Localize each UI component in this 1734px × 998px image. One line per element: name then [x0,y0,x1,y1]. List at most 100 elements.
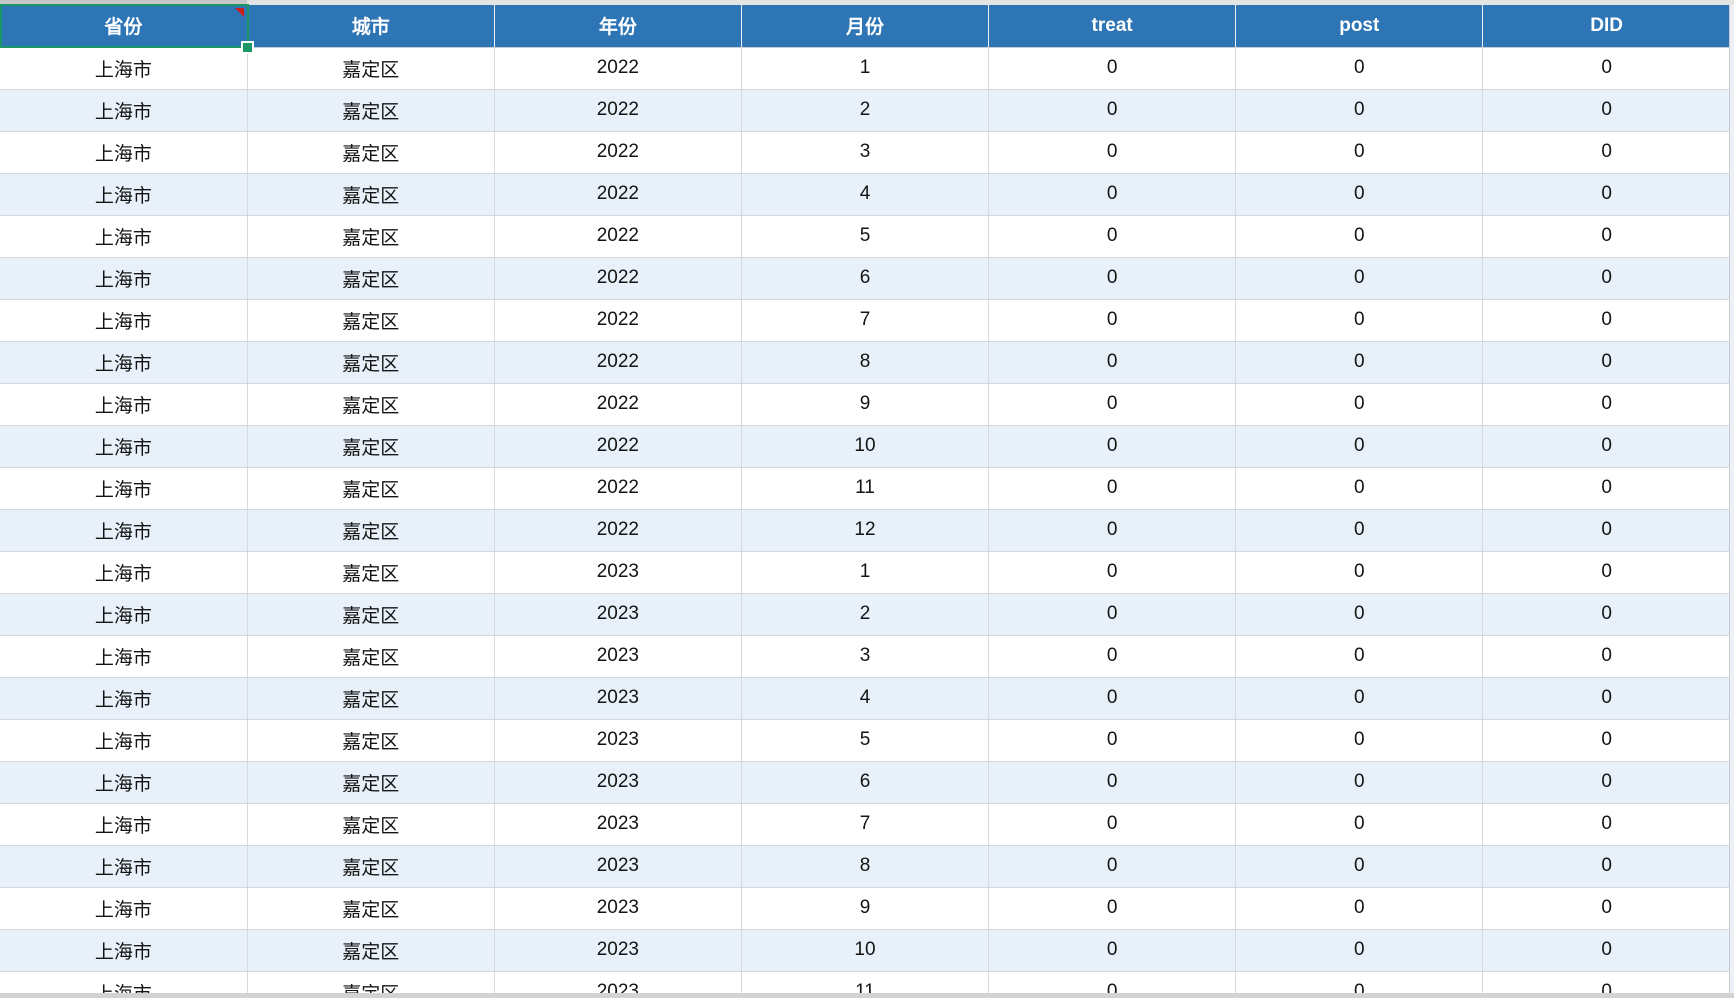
table-cell-did[interactable]: 0 [1482,131,1730,174]
table-cell-treat[interactable]: 0 [988,467,1237,510]
column-header-month[interactable]: 月份 [741,5,990,48]
table-cell-did[interactable]: 0 [1482,341,1730,384]
table-cell-month[interactable]: 2 [741,89,990,132]
table-cell-month[interactable]: 9 [741,887,990,930]
table-cell-province[interactable]: 上海市 [0,47,248,90]
table-cell-city[interactable]: 嘉定区 [247,257,495,300]
table-cell-city[interactable]: 嘉定区 [247,467,495,510]
table-cell-treat[interactable]: 0 [988,509,1237,552]
table-cell-province[interactable]: 上海市 [0,887,248,930]
table-cell-treat[interactable]: 0 [988,719,1237,762]
table-cell-province[interactable]: 上海市 [0,299,248,342]
table-cell-post[interactable]: 0 [1235,341,1484,384]
table-cell-did[interactable]: 0 [1482,719,1730,762]
table-cell-province[interactable]: 上海市 [0,761,248,804]
table-cell-treat[interactable]: 0 [988,383,1237,426]
table-cell-month[interactable]: 7 [741,803,990,846]
table-cell-post[interactable]: 0 [1235,803,1484,846]
table-cell-month[interactable]: 5 [741,215,990,258]
table-cell-treat[interactable]: 0 [988,761,1237,804]
table-cell-year[interactable]: 2023 [494,635,742,678]
table-cell-did[interactable]: 0 [1482,467,1730,510]
table-cell-month[interactable]: 12 [741,509,990,552]
table-cell-city[interactable]: 嘉定区 [247,425,495,468]
table-cell-did[interactable]: 0 [1482,887,1730,930]
table-cell-post[interactable]: 0 [1235,635,1484,678]
table-cell-post[interactable]: 0 [1235,509,1484,552]
table-cell-treat[interactable]: 0 [988,173,1237,216]
table-cell-province[interactable]: 上海市 [0,635,248,678]
table-cell-treat[interactable]: 0 [988,341,1237,384]
table-cell-post[interactable]: 0 [1235,551,1484,594]
table-cell-post[interactable]: 0 [1235,215,1484,258]
table-cell-city[interactable]: 嘉定区 [247,89,495,132]
table-cell-city[interactable]: 嘉定区 [247,299,495,342]
table-cell-post[interactable]: 0 [1235,467,1484,510]
table-cell-did[interactable]: 0 [1482,509,1730,552]
table-cell-province[interactable]: 上海市 [0,383,248,426]
table-cell-post[interactable]: 0 [1235,173,1484,216]
table-cell-month[interactable]: 11 [741,467,990,510]
table-cell-year[interactable]: 2023 [494,887,742,930]
table-cell-month[interactable]: 2 [741,593,990,636]
table-cell-province[interactable]: 上海市 [0,929,248,972]
table-cell-year[interactable]: 2022 [494,257,742,300]
table-cell-treat[interactable]: 0 [988,89,1237,132]
table-cell-year[interactable]: 2022 [494,425,742,468]
table-cell-city[interactable]: 嘉定区 [247,131,495,174]
table-cell-month[interactable]: 6 [741,257,990,300]
table-cell-treat[interactable]: 0 [988,47,1237,90]
table-cell-did[interactable]: 0 [1482,803,1730,846]
table-cell-month[interactable]: 10 [741,425,990,468]
table-cell-month[interactable]: 9 [741,383,990,426]
table-cell-treat[interactable]: 0 [988,257,1237,300]
table-cell-month[interactable]: 10 [741,929,990,972]
table-cell-post[interactable]: 0 [1235,845,1484,888]
table-cell-city[interactable]: 嘉定区 [247,47,495,90]
table-cell-year[interactable]: 2023 [494,845,742,888]
table-cell-treat[interactable]: 0 [988,551,1237,594]
table-cell-year[interactable]: 2023 [494,551,742,594]
table-cell-city[interactable]: 嘉定区 [247,551,495,594]
table-cell-province[interactable]: 上海市 [0,131,248,174]
table-cell-province[interactable]: 上海市 [0,467,248,510]
table-cell-post[interactable]: 0 [1235,383,1484,426]
table-cell-year[interactable]: 2023 [494,929,742,972]
table-cell-city[interactable]: 嘉定区 [247,803,495,846]
table-cell-year[interactable]: 2022 [494,299,742,342]
table-cell-treat[interactable]: 0 [988,845,1237,888]
table-cell-year[interactable]: 2022 [494,173,742,216]
table-cell-year[interactable]: 2022 [494,131,742,174]
table-cell-month[interactable]: 6 [741,761,990,804]
table-cell-year[interactable]: 2023 [494,593,742,636]
table-cell-city[interactable]: 嘉定区 [247,761,495,804]
table-cell-did[interactable]: 0 [1482,635,1730,678]
table-cell-year[interactable]: 2022 [494,215,742,258]
table-cell-year[interactable]: 2023 [494,803,742,846]
table-cell-province[interactable]: 上海市 [0,719,248,762]
table-cell-year[interactable]: 2022 [494,383,742,426]
table-cell-did[interactable]: 0 [1482,299,1730,342]
table-cell-post[interactable]: 0 [1235,593,1484,636]
table-cell-province[interactable]: 上海市 [0,257,248,300]
table-cell-post[interactable]: 0 [1235,257,1484,300]
table-cell-year[interactable]: 2022 [494,341,742,384]
table-cell-post[interactable]: 0 [1235,677,1484,720]
table-cell-year[interactable]: 2022 [494,467,742,510]
table-cell-did[interactable]: 0 [1482,845,1730,888]
table-cell-post[interactable]: 0 [1235,299,1484,342]
table-cell-city[interactable]: 嘉定区 [247,677,495,720]
column-header-post[interactable]: post [1235,5,1484,48]
table-cell-year[interactable]: 2022 [494,509,742,552]
table-cell-year[interactable]: 2022 [494,89,742,132]
table-cell-did[interactable]: 0 [1482,257,1730,300]
table-cell-month[interactable]: 8 [741,341,990,384]
table-cell-city[interactable]: 嘉定区 [247,593,495,636]
table-cell-province[interactable]: 上海市 [0,341,248,384]
column-header-province[interactable]: 省份 [0,5,248,48]
table-cell-did[interactable]: 0 [1482,425,1730,468]
table-cell-month[interactable]: 4 [741,173,990,216]
table-cell-treat[interactable]: 0 [988,299,1237,342]
table-cell-province[interactable]: 上海市 [0,425,248,468]
table-cell-month[interactable]: 1 [741,47,990,90]
